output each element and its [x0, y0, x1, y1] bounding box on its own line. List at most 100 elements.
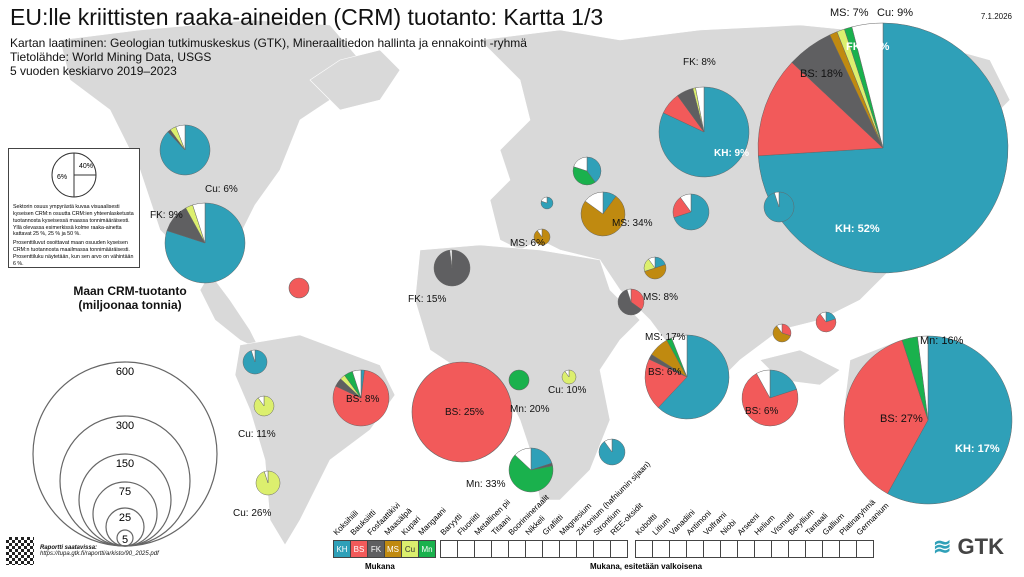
share-label: Mn: 16% [920, 335, 964, 347]
pie-south-africa[interactable]: Mn: 33% [466, 447, 554, 493]
pie-australia[interactable]: KH: 17% BS: 27% Mn: 16% [843, 335, 1013, 505]
pie-guinea[interactable]: BS: 25% [411, 361, 513, 463]
slice-Mn [508, 369, 530, 391]
pie-vietnam[interactable] [772, 323, 792, 343]
legend-swatch-white [805, 540, 823, 558]
legend-swatch-Mn: Mn [418, 540, 436, 558]
slice-white [680, 193, 692, 213]
pie-iran[interactable]: MS: 8% [643, 256, 678, 303]
legend-swatch-white [856, 540, 874, 558]
size-value: 600 [116, 366, 134, 378]
share-label: MS: 7% [830, 7, 869, 19]
slice-white [352, 369, 362, 399]
slice-KH [657, 334, 730, 420]
pie-canada[interactable] [159, 124, 211, 176]
legend-swatch-white [754, 540, 772, 558]
map-title: EU:lle kriittisten raaka-aineiden (CRM) … [10, 4, 604, 30]
legend-swatch-white [457, 540, 475, 558]
pie-india[interactable]: MS: 17% BS: 6% [644, 332, 730, 420]
pie-drc[interactable]: Cu: 10% [548, 369, 586, 396]
slice-white [192, 202, 206, 244]
slice-white [604, 438, 613, 453]
slice-KH [887, 335, 1013, 505]
land [309, 49, 401, 111]
slice-white [695, 86, 705, 133]
share-label: Cu: 10% [548, 385, 586, 396]
qr-code[interactable] [6, 537, 34, 565]
slice-FK [617, 289, 642, 316]
slice-MS [772, 325, 791, 343]
share-label: FK: 8% [683, 57, 716, 68]
legend-swatch-BS: BS [350, 540, 368, 558]
slice-white [671, 334, 688, 378]
slice-white [756, 369, 771, 399]
legend-swatch-white [542, 540, 560, 558]
legend-swatch-white [703, 540, 721, 558]
slice-white [514, 447, 532, 471]
legend-swatch-white [720, 540, 738, 558]
legend-swatch-Cu: Cu [401, 540, 419, 558]
pie-kazakhstan[interactable] [672, 193, 710, 231]
legend-swatch-MS: MS [384, 540, 402, 558]
legend-swatch-white [652, 540, 670, 558]
pie-china[interactable]: KH: 52% BS: 18% FK: 42% MS: 7% Cu: 9% [757, 7, 1009, 274]
pie-morocco[interactable]: FK: 15% [408, 249, 471, 305]
legend-swatch-white [822, 540, 840, 558]
legend-swatch-white [635, 540, 653, 558]
slice-BS [411, 361, 513, 463]
share-label: BS: 27% [880, 413, 923, 425]
size-legend: 600 300 150 75 25 5 [32, 361, 218, 547]
pie-chile[interactable]: Cu: 26% [233, 470, 281, 519]
pie-mongolia[interactable] [763, 191, 795, 223]
subtitle-period: 5 vuoden keskiarvo 2019–2023 [10, 64, 177, 78]
report-link[interactable]: https://tupa.gtk.fi/raportti/arkisto/90_… [40, 551, 159, 557]
slice-white [250, 349, 256, 363]
size-value: 5 [122, 534, 128, 546]
legend-swatch-white [788, 540, 806, 558]
slice-white [648, 256, 656, 269]
pie-malaysia[interactable] [815, 311, 837, 333]
pie-poland[interactable] [540, 196, 554, 210]
pie-gabon[interactable]: Mn: 20% [508, 369, 550, 415]
slice-BS [644, 358, 688, 408]
slice-white [536, 228, 543, 238]
slice-KH [540, 196, 554, 210]
pie-indonesia[interactable]: BS: 6% [741, 369, 799, 427]
land [59, 19, 361, 351]
pie-turkey[interactable]: MS: 34% [580, 191, 653, 237]
pie-ukraine[interactable] [572, 156, 602, 186]
pie-jamaica[interactable] [288, 277, 310, 299]
share-label: Cu: 26% [233, 508, 271, 519]
size-value: 150 [116, 458, 134, 470]
share-label: KH: 52% [835, 223, 880, 235]
pie-italy[interactable]: MS: 6% [510, 228, 551, 249]
legend-group-label: Mukana [365, 562, 395, 571]
share-label: FK: 42% [846, 41, 890, 53]
slice-white [851, 22, 884, 149]
slice-white [257, 395, 265, 407]
legend-group-label: Mukana, esitetään valkoisena [590, 562, 703, 571]
legend-swatch-white [525, 540, 543, 558]
pie-colombia[interactable] [242, 349, 268, 375]
pie-peru[interactable]: Cu: 11% [238, 395, 276, 440]
example-pie: 6% 40% [51, 152, 97, 198]
share-label: Mn: 33% [466, 479, 506, 490]
pie-brazil[interactable]: BS: 8% [332, 369, 390, 427]
slice-white [175, 124, 186, 151]
size-value: 25 [119, 512, 131, 524]
size-circle [59, 415, 191, 547]
legend-swatch-white [669, 540, 687, 558]
example-label: 40% [79, 163, 93, 170]
info-text: Prosenttiluvut osoittavat maan osuuden k… [13, 240, 134, 267]
share-label: MS: 17% [645, 332, 686, 343]
slice-BS [843, 339, 929, 494]
slice-white [819, 311, 827, 323]
pie-russia[interactable]: KH: 9% FK: 8% [658, 57, 750, 178]
pie-mozambique[interactable] [598, 438, 626, 466]
share-label: BS: 6% [648, 367, 681, 378]
pie-usa[interactable]: FK: 9% Cu: 6% [150, 184, 246, 284]
legend-swatch-white [737, 540, 755, 558]
pie-saudi[interactable] [617, 288, 645, 316]
legend-swatch-white [440, 540, 458, 558]
